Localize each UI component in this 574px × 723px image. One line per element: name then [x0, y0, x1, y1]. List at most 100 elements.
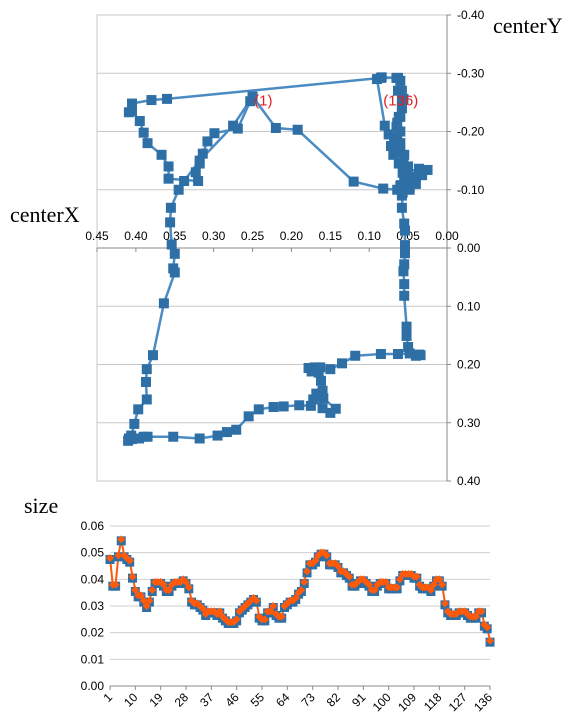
x-tick-label: 0.00 — [435, 229, 459, 243]
size-diamond-marker — [131, 586, 140, 594]
scatter-point — [404, 348, 415, 359]
scatter-point — [396, 85, 407, 96]
scatter-x-tick-labels: 0.45 0.40 0.35 0.30 0.25 0.20 0.15 0.10 0.05 0.00 — [85, 229, 459, 243]
scatter-point — [162, 93, 172, 104]
scatter-point — [388, 149, 399, 160]
scatter-point — [400, 240, 410, 251]
size-x-tick-label: 46 — [222, 690, 242, 710]
scatter-point — [379, 120, 390, 131]
scatter-point — [399, 149, 410, 160]
x-tick-label: 0.25 — [241, 229, 265, 243]
scatter-point — [401, 330, 412, 341]
scatter-point — [292, 124, 303, 135]
scatter-point — [133, 404, 144, 415]
size-diamond-marker — [136, 591, 145, 600]
scatter-point — [400, 248, 410, 259]
scatter-point — [404, 184, 415, 195]
size-x-tick-labels: 1 10 19 28 37 46 55 64 73 82 91 100 109 118 127 136 — [100, 686, 495, 714]
scatter-point — [165, 202, 176, 213]
scatter-point — [173, 184, 184, 195]
y-tick-label: 0.10 — [457, 299, 481, 313]
size-diamond-marker — [277, 612, 286, 621]
size-diamond-marker — [364, 580, 373, 589]
size-x-tick-label: 1 — [100, 690, 115, 705]
size-diamond-marker — [429, 580, 438, 589]
scatter-point — [165, 217, 176, 228]
scatter-point — [123, 107, 134, 118]
scatter-point — [398, 266, 409, 277]
scatter-point — [179, 176, 190, 187]
scatter-point — [221, 427, 232, 438]
scatter-point — [399, 173, 410, 184]
size-diamond-marker — [148, 586, 157, 594]
scatter-point — [305, 400, 316, 411]
size-x-tick-label: 109 — [395, 690, 419, 714]
size-diamond-marker — [128, 572, 137, 581]
x-tick-label: 0.40 — [124, 229, 148, 243]
scatter-point — [190, 167, 201, 178]
scatter-point — [313, 367, 324, 378]
size-diamond-marker — [370, 586, 379, 594]
scatter-point — [330, 403, 341, 414]
size-y-tick-label: 0.00 — [81, 679, 105, 693]
size-y-tick-label: 0.04 — [81, 572, 105, 586]
size-diamond-marker — [438, 580, 447, 589]
size-diamond-markers — [106, 535, 494, 645]
scatter-point — [403, 161, 414, 172]
size-x-tick-label: 28 — [172, 690, 192, 710]
size-diamond-marker — [182, 578, 190, 586]
scatter-point — [228, 120, 239, 131]
scatter-point — [395, 111, 406, 122]
x-tick-label: 0.20 — [280, 229, 304, 243]
scatter-point — [142, 138, 153, 149]
size-diamond-marker — [125, 556, 134, 565]
scatter-point — [393, 349, 403, 360]
size-y-tick-label: 0.05 — [81, 546, 105, 560]
scatter-point — [134, 116, 145, 127]
size-diamond-marker — [165, 586, 174, 594]
size-chart: size 0.00 0.01 0.02 0.03 0.04 0.05 0.06 1 10 19 2… — [24, 493, 495, 714]
size-diamond-marker — [114, 551, 123, 560]
size-y-tick-labels: 0.00 0.01 0.02 0.03 0.04 0.05 0.06 — [81, 519, 105, 693]
scatter-point — [166, 239, 177, 250]
size-diamond-marker — [486, 636, 494, 645]
scatter-point — [308, 394, 319, 405]
scatter-point — [403, 342, 414, 353]
size-diamond-marker — [435, 575, 444, 584]
size-x-tick-label: 82 — [324, 690, 344, 710]
scatter-point — [397, 187, 408, 198]
scatter-point — [209, 128, 220, 139]
scatter-point — [168, 431, 179, 442]
size-x-tick-label: 73 — [298, 690, 318, 710]
scatter-point — [318, 393, 329, 404]
size-diamond-marker — [477, 607, 486, 616]
size-diamond-marker — [395, 575, 404, 584]
size-x-tick-label: 136 — [471, 690, 495, 714]
point-annotation: (136) — [383, 93, 418, 110]
size-diamond-marker — [117, 535, 126, 544]
y-tick-label: -0.10 — [457, 183, 485, 197]
scatter-point — [158, 298, 169, 309]
y-tick-label: -0.30 — [457, 66, 485, 80]
x-axis-label: centerX — [10, 202, 80, 227]
scatter-point — [194, 433, 205, 444]
size-x-tick-label: 19 — [146, 690, 166, 710]
size-diamond-marker — [334, 562, 342, 570]
scatter-point — [268, 402, 279, 413]
scatter-point — [141, 364, 152, 375]
scatter-point — [315, 362, 326, 373]
size-diamond-marker — [300, 578, 309, 586]
scatter-point — [375, 349, 386, 360]
size-diamond-marker — [120, 551, 129, 560]
scatter-point — [422, 164, 433, 175]
size-x-tick-label: 118 — [421, 690, 445, 714]
y-tick-label: -0.40 — [457, 8, 485, 22]
scatter-point — [401, 321, 412, 332]
y-tick-label: 0.00 — [457, 241, 481, 255]
size-diamond-marker — [260, 615, 269, 624]
scatter-point — [169, 267, 180, 278]
scatter-point — [383, 129, 394, 140]
size-diamond-marker — [139, 596, 148, 605]
size-y-tick-label: 0.03 — [81, 599, 105, 613]
size-diamond-marker — [440, 599, 449, 608]
